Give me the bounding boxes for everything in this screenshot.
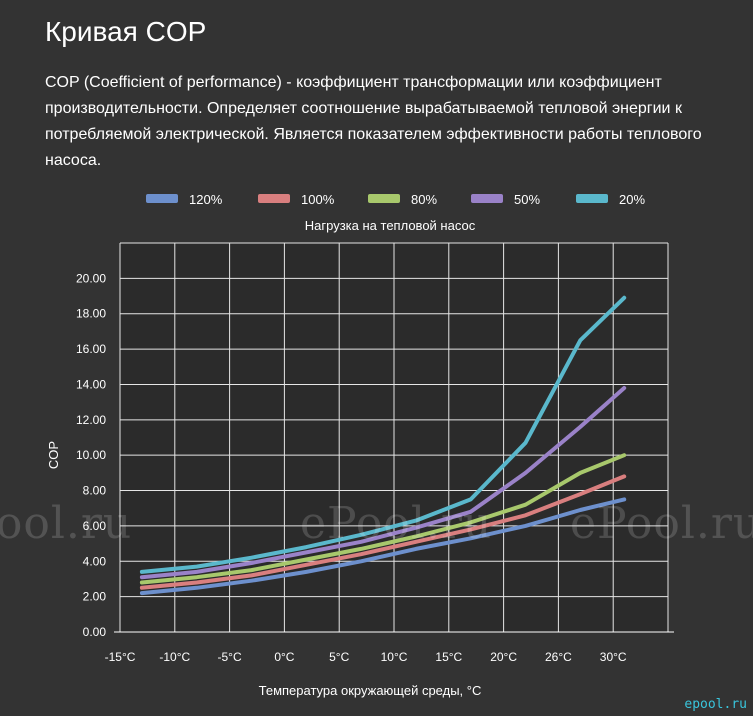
y-tick-label: 16.00 (76, 342, 106, 356)
y-tick-label: 4.00 (83, 554, 107, 568)
legend-item-120pct[interactable]: 120% (146, 192, 223, 207)
legend-swatch (471, 194, 503, 203)
x-tick-label: 30°C (600, 650, 627, 664)
y-tick-label: 18.00 (76, 307, 106, 321)
y-axis-label: COP (46, 441, 61, 469)
x-axis-label: Температура окружающей среды, °C (259, 683, 482, 698)
y-tick-label: 14.00 (76, 377, 106, 391)
legend-swatch (258, 194, 290, 203)
x-tick-label: 20°C (490, 650, 517, 664)
page-description: COP (Coefficient of performance) - коэфф… (45, 74, 702, 169)
watermark-center: ePool.ru (300, 498, 493, 549)
x-tick-label: 26°C (545, 650, 572, 664)
chart-legend: 120% 100% 80% 50% 20% (146, 192, 645, 207)
legend-item-100pct[interactable]: 100% (258, 192, 335, 207)
y-tick-label: 8.00 (83, 484, 107, 498)
y-tick-label: 10.00 (76, 448, 106, 462)
series-line-20pct (139, 295, 627, 574)
x-tick-label: -15°C (105, 650, 136, 664)
legend-label: 100% (301, 192, 335, 207)
legend-label: 20% (619, 192, 645, 207)
legend-label: 50% (514, 192, 540, 207)
legend-swatch (146, 194, 178, 203)
x-tick-label: 5°C (329, 650, 349, 664)
x-tick-label: -10°C (159, 650, 190, 664)
legend-swatch (576, 194, 608, 203)
watermark-right: ePool.ru (570, 498, 753, 549)
chart-grid (114, 242, 674, 633)
legend-item-20pct[interactable]: 20% (576, 192, 645, 207)
chart-title: Нагрузка на тепловой насос (305, 218, 476, 233)
legend-label: 80% (411, 192, 437, 207)
watermark-left: ePool.ru (0, 498, 133, 549)
series-line-120pct (139, 497, 627, 596)
x-tick-label: -5°C (218, 650, 242, 664)
legend-item-80pct[interactable]: 80% (368, 192, 437, 207)
y-tick-label: 2.00 (83, 590, 107, 604)
legend-swatch (368, 194, 400, 203)
legend-item-50pct[interactable]: 50% (471, 192, 540, 207)
legend-label: 120% (189, 192, 223, 207)
x-tick-label: 15°C (435, 650, 462, 664)
x-tick-label: 0°C (274, 650, 294, 664)
x-axis: -15°C -10°C -5°C 0°C 5°C 10°C 15°C 20°C 26°C 30°C (105, 650, 627, 664)
series-line-50pct (139, 386, 627, 580)
series-line-80pct (139, 453, 627, 585)
series-line-100pct (139, 474, 627, 590)
corner-logo: epool.ru (684, 697, 747, 712)
chart-series (139, 295, 627, 596)
y-tick-label: 20.00 (76, 271, 106, 285)
page-title: Кривая COP (45, 16, 207, 47)
y-tick-label: 12.00 (76, 413, 106, 427)
y-tick-label: 0.00 (83, 625, 107, 639)
y-axis: 0.00 2.00 4.00 6.00 8.00 10.00 12.00 14.00 16.00… (76, 271, 106, 639)
x-tick-label: 10°C (381, 650, 408, 664)
y-tick-label: 6.00 (83, 519, 107, 533)
